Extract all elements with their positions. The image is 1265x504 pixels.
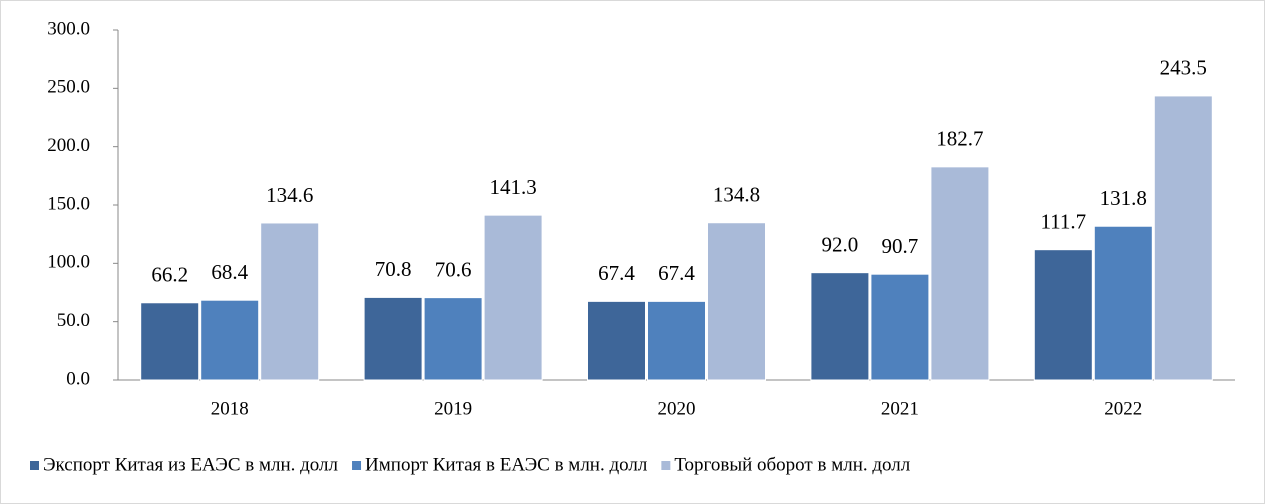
bar [587, 300, 646, 381]
data-label: 70.6 [435, 257, 472, 281]
x-tick-label: 2018 [211, 398, 249, 419]
bar [423, 297, 483, 381]
y-tick-label: 300.0 [47, 18, 90, 39]
data-label: 243.5 [1160, 56, 1207, 80]
bar [363, 296, 423, 381]
bar [1093, 225, 1153, 381]
bar [1153, 95, 1213, 381]
y-tick-label: 250.0 [47, 77, 90, 98]
data-label: 92.0 [822, 232, 859, 256]
data-label: 182.7 [936, 127, 983, 151]
bar [647, 300, 706, 381]
bar [930, 166, 990, 381]
y-tick-label: 200.0 [47, 135, 90, 156]
x-tick-label: 2019 [434, 398, 472, 419]
data-label: 67.4 [658, 261, 695, 285]
bar [1033, 249, 1093, 381]
data-label: 67.4 [598, 261, 635, 285]
data-label: 66.2 [151, 263, 188, 287]
bar [483, 214, 543, 381]
legend-label: Торговый оборот в млн. долл [674, 454, 910, 475]
x-tick-label: 2022 [1104, 398, 1142, 419]
data-label: 111.7 [1040, 209, 1086, 233]
bar [870, 273, 930, 381]
legend-swatch [30, 461, 39, 470]
bar [260, 222, 320, 381]
bar [140, 302, 200, 381]
data-label: 68.4 [211, 260, 248, 284]
legend-label: Импорт Китая в ЕАЭС в млн. долл [365, 454, 648, 475]
data-label: 90.7 [882, 234, 919, 258]
data-label: 134.6 [266, 183, 313, 207]
legend-swatch [661, 461, 671, 470]
bar [707, 222, 766, 381]
bar [200, 299, 260, 381]
y-tick-label: 50.0 [57, 310, 90, 331]
y-tick-label: 0.0 [66, 368, 90, 389]
y-tick-label: 100.0 [47, 252, 90, 273]
y-tick-label: 150.0 [47, 193, 90, 214]
data-label: 70.8 [375, 257, 412, 281]
x-tick-label: 2021 [881, 398, 919, 419]
bar [810, 272, 870, 381]
legend-swatch [352, 461, 362, 470]
data-label: 131.8 [1100, 186, 1147, 210]
data-label: 141.3 [489, 175, 536, 199]
legend-label: Экспорт Китая из ЕАЭС в млн. долл [43, 454, 339, 475]
x-tick-label: 2020 [658, 398, 696, 419]
data-label: 134.8 [713, 183, 760, 207]
